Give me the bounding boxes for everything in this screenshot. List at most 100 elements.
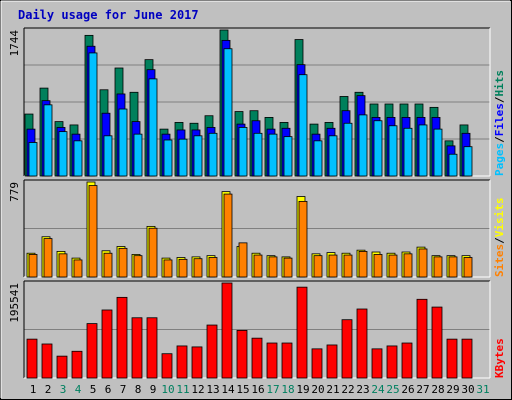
bar-kbytes-day-17	[266, 342, 278, 379]
bar-pages-day-5	[88, 52, 98, 177]
bar-kbytes-day-1	[26, 338, 38, 379]
panel-3-legend: KBytes	[493, 338, 506, 378]
legend-entry-pages: Pages	[493, 143, 506, 176]
legend-entry-hits: Hits	[493, 70, 506, 97]
bar-sites-day-10	[163, 259, 173, 278]
legend-entry-kbytes: KBytes	[493, 338, 506, 378]
bar-kbytes-day-16	[251, 337, 263, 379]
bar-kbytes-day-20	[311, 348, 323, 379]
x-tick-label-15: 15	[236, 383, 249, 396]
x-tick-label-17: 17	[266, 383, 279, 396]
x-tick-label-23: 23	[356, 383, 369, 396]
bar-sites-day-7	[118, 247, 128, 278]
bar-pages-day-18	[283, 136, 293, 177]
bar-pages-day-22	[343, 122, 353, 177]
bar-sites-day-16	[253, 254, 263, 278]
bar-sites-day-2	[43, 238, 53, 278]
x-tick-label-27: 27	[416, 383, 429, 396]
bar-sites-day-23	[358, 250, 368, 278]
bar-pages-day-28	[433, 128, 443, 177]
x-tick-label-8: 8	[135, 383, 142, 396]
bar-sites-day-21	[328, 254, 338, 278]
bar-pages-day-13	[208, 132, 218, 177]
x-tick-label-11: 11	[176, 383, 189, 396]
bar-sites-day-3	[58, 253, 68, 278]
panel-3-ymax-label: 195541	[8, 283, 21, 323]
x-tick-label-16: 16	[251, 383, 264, 396]
bar-pages-day-23	[358, 114, 368, 177]
legend-separator: /	[493, 237, 506, 244]
x-tick-label-28: 28	[431, 383, 444, 396]
bar-kbytes-day-13	[206, 324, 218, 379]
bar-kbytes-day-7	[116, 296, 128, 379]
bar-sites-day-6	[103, 252, 113, 278]
bar-kbytes-day-8	[131, 317, 143, 379]
bar-sites-day-17	[268, 256, 278, 278]
bar-pages-day-30	[463, 146, 473, 177]
x-tick-label-6: 6	[105, 383, 112, 396]
bar-pages-day-8	[133, 133, 143, 177]
x-tick-label-20: 20	[311, 383, 324, 396]
bar-pages-day-6	[103, 135, 113, 177]
bar-kbytes-day-11	[176, 345, 188, 379]
x-tick-label-7: 7	[120, 383, 127, 396]
chart-title: Daily usage for June 2017	[18, 8, 199, 22]
bar-pages-day-10	[163, 139, 173, 177]
bar-kbytes-day-28	[431, 306, 443, 379]
legend-separator: /	[493, 136, 506, 143]
bar-sites-day-28	[433, 256, 443, 278]
bar-kbytes-day-19	[296, 286, 308, 379]
bar-kbytes-day-6	[101, 309, 113, 379]
bar-kbytes-day-14	[221, 282, 233, 379]
bar-pages-day-17	[268, 133, 278, 177]
panel-2-legend: Sites/Visits	[493, 198, 506, 278]
x-tick-label-1: 1	[30, 383, 37, 396]
legend-entry-files: Files	[493, 103, 506, 136]
panel-1-ymax-label: 1744	[8, 30, 21, 57]
bar-sites-day-5	[88, 185, 98, 278]
bar-kbytes-day-4	[71, 350, 83, 379]
bar-sites-day-25	[388, 254, 398, 278]
x-tick-label-21: 21	[326, 383, 339, 396]
bar-kbytes-day-10	[161, 353, 173, 379]
legend-separator: /	[493, 96, 506, 103]
panel-2-ymax-label: 779	[8, 182, 21, 202]
bar-kbytes-day-24	[371, 348, 383, 379]
bar-sites-day-30	[463, 257, 473, 278]
bar-sites-day-12	[193, 258, 203, 278]
x-tick-label-31: 31	[476, 383, 489, 396]
x-tick-label-24: 24	[371, 383, 385, 396]
bar-kbytes-day-12	[191, 346, 203, 379]
bar-kbytes-day-27	[416, 298, 428, 379]
bar-pages-day-2	[43, 104, 53, 177]
bar-pages-day-26	[403, 127, 413, 177]
bar-kbytes-day-22	[341, 319, 353, 379]
x-tick-label-18: 18	[281, 383, 294, 396]
bar-sites-day-22	[343, 254, 353, 278]
bar-kbytes-day-18	[281, 342, 293, 379]
bar-pages-day-14	[223, 48, 233, 177]
x-tick-label-26: 26	[401, 383, 414, 396]
x-tick-label-29: 29	[446, 383, 459, 396]
bar-pages-day-15	[238, 127, 248, 177]
x-tick-label-19: 19	[296, 383, 309, 396]
bar-kbytes-day-23	[356, 308, 368, 379]
bar-kbytes-day-15	[236, 329, 248, 379]
bar-sites-day-24	[373, 254, 383, 278]
legend-entry-visits: Visits	[493, 198, 506, 238]
bar-kbytes-day-2	[41, 343, 53, 379]
bar-sites-day-4	[73, 259, 83, 278]
bar-sites-day-15	[238, 242, 248, 278]
bar-pages-day-16	[253, 132, 263, 177]
bar-pages-day-1	[28, 142, 38, 177]
bar-sites-day-8	[133, 255, 143, 278]
bar-sites-day-18	[283, 257, 293, 278]
panel-1-legend: Pages/Files/Hits	[493, 70, 506, 176]
bar-pages-day-4	[73, 140, 83, 177]
bar-pages-day-20	[313, 140, 323, 177]
bar-pages-day-12	[193, 135, 203, 177]
x-tick-label-25: 25	[386, 383, 399, 396]
bar-pages-day-7	[118, 108, 128, 177]
